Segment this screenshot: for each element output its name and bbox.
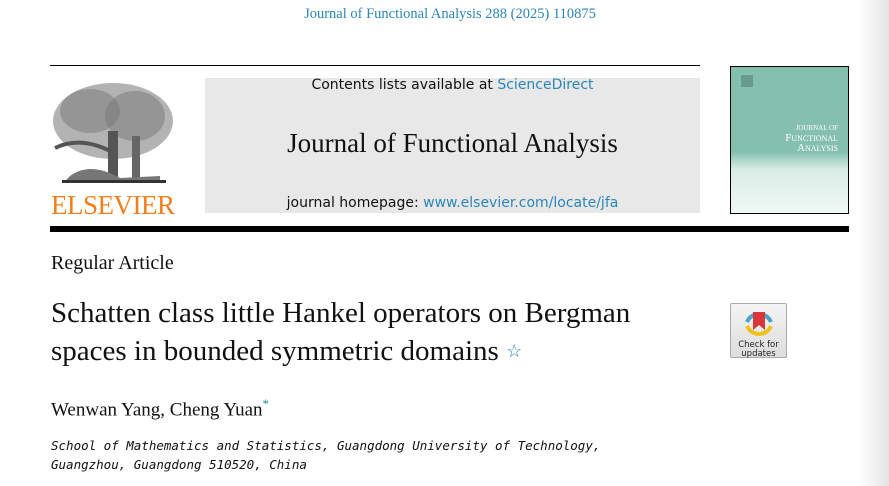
header-rule — [50, 226, 849, 232]
authors: Wenwan Yang, Cheng Yuan* — [51, 396, 269, 421]
masthead-box — [205, 78, 700, 213]
corresponding-author-mark[interactable]: * — [262, 396, 270, 411]
affiliation: School of Mathematics and Statistics, Gu… — [51, 436, 600, 474]
homepage-line: journal homepage: www.elsevier.com/locat… — [205, 195, 700, 211]
check-updates-icon — [744, 312, 773, 336]
article-type: Regular Article — [51, 252, 174, 274]
affiliation-line1: School of Mathematics and Statistics, Gu… — [51, 438, 601, 453]
homepage-prefix: journal homepage: — [286, 195, 424, 211]
check-for-updates-button[interactable]: Check for updates — [730, 303, 787, 359]
badge-line1: Check for — [738, 340, 779, 350]
cover-line3: Analysis — [797, 142, 838, 154]
homepage-link[interactable]: www.elsevier.com/locate/jfa — [423, 195, 619, 211]
cover-line1: Journal of — [795, 124, 838, 132]
elsevier-tree-logo — [53, 83, 173, 183]
author-names[interactable]: Wenwan Yang, Cheng Yuan — [51, 399, 263, 421]
journal-cover[interactable]: Journal of Functional Analysis — [730, 66, 849, 214]
elsevier-wordmark: ELSEVIER — [51, 190, 175, 220]
running-header[interactable]: Journal of Functional Analysis 288 (2025… — [304, 6, 596, 22]
cover-line2: Functional — [785, 132, 838, 144]
sciencedirect-link[interactable]: ScienceDirect — [497, 77, 594, 93]
title-text: Schatten class little Hankel operators o… — [51, 297, 631, 367]
elsevier-mini-logo-icon — [741, 75, 753, 87]
contents-line: Contents lists available at ScienceDirec… — [205, 77, 700, 93]
affiliation-line2: Guangzhou, Guangdong 510520, China — [51, 457, 307, 472]
journal-title: Journal of Functional Analysis — [287, 128, 618, 158]
cover-title: Journal of Functional Analysis — [785, 123, 838, 154]
title-footnote-star[interactable]: ☆ — [506, 341, 523, 361]
article-title: Schatten class little Hankel operators o… — [51, 294, 711, 370]
divider — [50, 65, 700, 66]
badge-line2: updates — [741, 349, 776, 359]
contents-prefix: Contents lists available at — [311, 77, 498, 93]
page-shadow — [858, 0, 889, 486]
